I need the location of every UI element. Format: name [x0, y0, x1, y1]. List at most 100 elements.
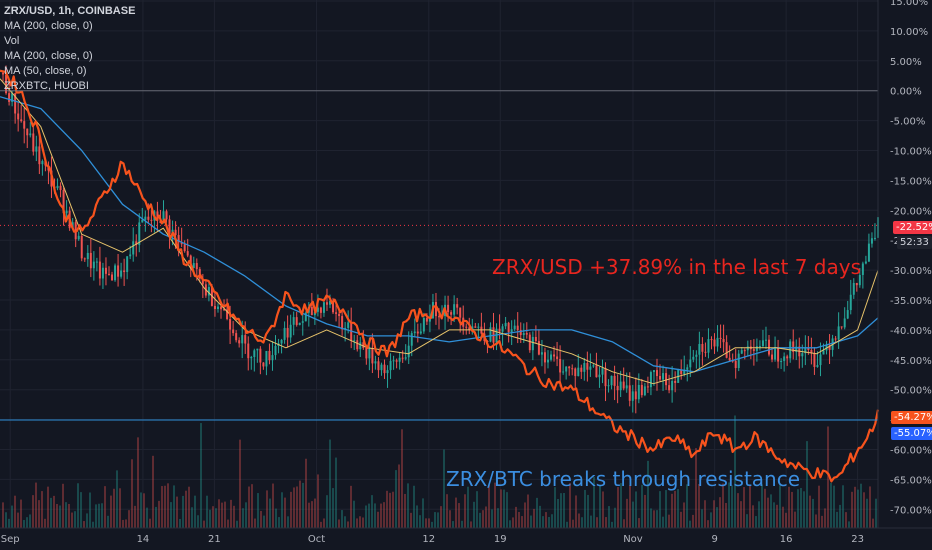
- volume-bar: [554, 487, 556, 528]
- volume-bar: [53, 495, 55, 528]
- volume-bar: [215, 508, 217, 528]
- y-tick-label: 5.00%: [890, 57, 922, 68]
- candle-body: [580, 367, 583, 372]
- candle-body: [29, 133, 32, 136]
- volume-bar: [734, 415, 736, 528]
- candle-body: [165, 211, 168, 220]
- candle-body: [556, 356, 559, 359]
- volume-bar: [152, 455, 154, 528]
- volume-bar: [575, 495, 577, 528]
- volume-bar: [149, 518, 151, 528]
- y-tick-label: 10.00%: [890, 27, 928, 38]
- candle-body: [404, 357, 407, 359]
- volume-bar: [809, 495, 811, 528]
- candle-body: [864, 261, 867, 264]
- volume-bar: [284, 497, 286, 528]
- volume-bar: [800, 487, 802, 528]
- volume-bar: [476, 491, 478, 528]
- volume-bar: [275, 508, 277, 528]
- candle-body: [374, 361, 377, 364]
- volume-bar: [401, 429, 403, 528]
- y-tick-label: -5.00%: [890, 117, 925, 128]
- candle-body: [286, 327, 289, 338]
- volume-bar: [668, 514, 670, 528]
- volume-bar: [743, 487, 745, 528]
- x-axis[interactable]: Sep 14 21 Oct 12 19 Nov 9 16 23: [0, 527, 932, 545]
- candle-body: [47, 165, 50, 171]
- volume-bar: [647, 460, 649, 528]
- candle-body: [362, 342, 365, 348]
- volume-bar: [533, 508, 535, 528]
- candle-body: [822, 350, 825, 355]
- volume-bar: [857, 489, 859, 528]
- volume-bar: [128, 510, 130, 528]
- volume-bar: [281, 492, 283, 528]
- y-axis[interactable]: 15.00% 10.00% 5.00% 0.00% -5.00% -10.00% -15.0…: [877, 0, 932, 528]
- legend-symbol[interactable]: ZRX/USD, 1h, COINBASE: [4, 5, 136, 17]
- candle-body: [870, 238, 873, 244]
- candle-body: [32, 133, 35, 152]
- candle-body: [719, 337, 722, 340]
- volume-bar: [539, 505, 541, 528]
- volume-bar: [689, 520, 691, 528]
- volume-bar: [848, 521, 850, 528]
- volume-bar: [440, 506, 442, 528]
- legend: ZRX/USD, 1h, COINBASE MA (200, close, 0)…: [4, 4, 135, 94]
- volume-bar: [836, 511, 838, 528]
- legend-vol[interactable]: Vol: [4, 35, 20, 47]
- candle-body: [126, 256, 129, 273]
- legend-zrxbtc[interactable]: ZRXBTC, HUOBI: [4, 80, 89, 92]
- legend-ma200-vol[interactable]: MA (200, close, 0): [4, 50, 93, 62]
- volume-bar: [803, 491, 805, 528]
- volume-bar: [566, 521, 568, 528]
- candle-body: [704, 351, 707, 353]
- candle-body: [213, 305, 216, 309]
- candle-body: [777, 346, 780, 362]
- volume-bar: [104, 486, 106, 528]
- candle-body: [425, 318, 428, 322]
- candle-body: [607, 385, 610, 387]
- volume-bar: [518, 511, 520, 528]
- legend-ma50[interactable]: MA (50, close, 0): [4, 65, 87, 77]
- candle-body: [89, 252, 92, 269]
- volume-bar: [287, 516, 289, 528]
- volume-bar: [812, 498, 814, 528]
- candle-body: [280, 339, 283, 344]
- volume-bar: [380, 503, 382, 528]
- volume-bar: [131, 459, 133, 528]
- volume-bar: [38, 500, 40, 528]
- volume-bar: [146, 507, 148, 528]
- volume-bar: [773, 502, 775, 528]
- volume-bar: [512, 517, 514, 528]
- volume-bar: [782, 506, 784, 528]
- volume-bar: [413, 485, 415, 528]
- candle-body: [77, 235, 80, 240]
- volume-bar: [758, 501, 760, 528]
- countdown-tag: 52:33: [897, 236, 932, 249]
- candle-body: [540, 352, 543, 355]
- volume-bar: [605, 517, 607, 528]
- candle-body: [755, 346, 758, 351]
- volume-bar: [68, 503, 70, 528]
- volume-bar: [320, 521, 322, 528]
- volume-bar: [761, 484, 763, 528]
- candle-body: [559, 358, 562, 373]
- volume-bar: [545, 512, 547, 528]
- volume-bar: [842, 485, 844, 528]
- volume-bar: [254, 518, 256, 528]
- volume-bar: [227, 519, 229, 528]
- volume-bar: [341, 510, 343, 528]
- volume-bar: [788, 486, 790, 528]
- candle-body: [56, 185, 59, 189]
- volume-bar: [449, 510, 451, 528]
- volume-bar: [230, 499, 232, 528]
- volume-bar: [641, 484, 643, 528]
- volume-bar: [599, 485, 601, 528]
- volume-bar: [827, 426, 829, 528]
- volume-bar: [377, 511, 379, 528]
- candle-body: [468, 327, 471, 330]
- candle-body: [534, 336, 537, 342]
- legend-ma200[interactable]: MA (200, close, 0): [4, 20, 93, 32]
- volume-bar: [386, 490, 388, 528]
- candle-body: [537, 341, 540, 355]
